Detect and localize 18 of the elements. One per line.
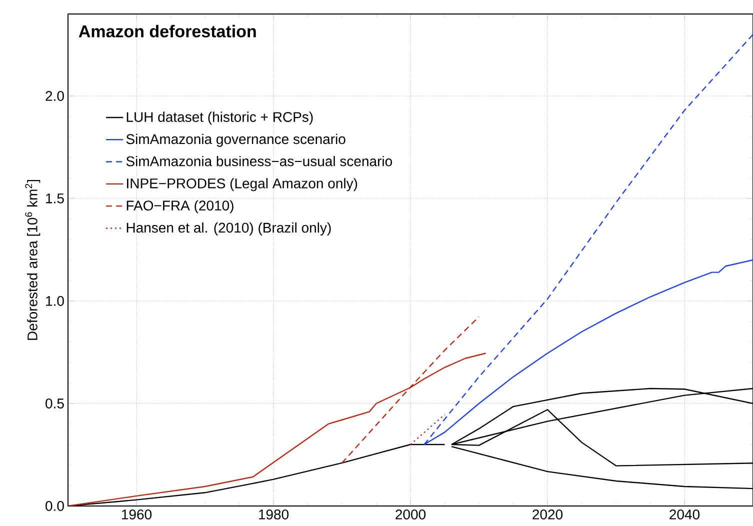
x-tick-label: 1960 [122, 510, 152, 520]
y-tick-label: 0.5 [46, 398, 64, 408]
y-tick-label: 1.0 [46, 296, 64, 306]
legend-label: SimAmazonia governance scenario [126, 134, 346, 147]
text: Amazon deforestation [78, 24, 256, 38]
x-tick-label: 2040 [670, 510, 700, 520]
y-tick-label: 1.5 [46, 194, 64, 204]
legend-label: Hansen et al. (2010) (Brazil only) [126, 222, 331, 236]
y-tick-label: 2.0 [46, 91, 64, 101]
x-tick-label: 2000 [396, 510, 426, 520]
x-tick-label: 2020 [532, 510, 563, 520]
y-axis-title: Deforested area [10$^{6}$ km$^{2}$] [25, 180, 40, 340]
legend-label: FAO−FRA (2010) [126, 200, 234, 214]
legend-label: LUH dataset (historic + RCPs) [126, 112, 313, 125]
x-tick-label: 1980 [258, 510, 289, 520]
y-tick-label: 0.0 [46, 501, 64, 511]
legend-label: INPE−PRODES (Legal Amazon only) [127, 178, 358, 192]
legend-label: SimAmazonia business−as−usual scenario [126, 156, 392, 166]
